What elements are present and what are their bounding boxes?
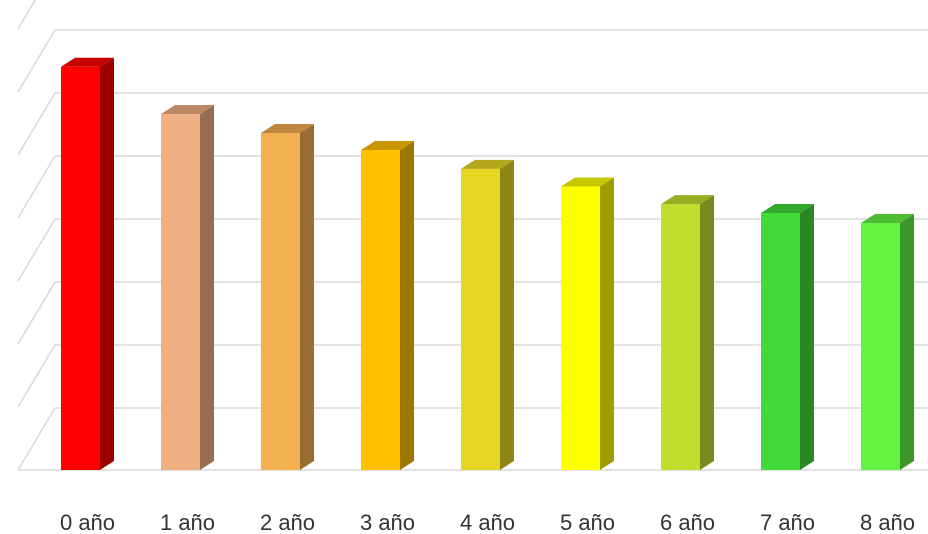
bar-side bbox=[500, 159, 514, 471]
bar-front bbox=[61, 66, 100, 471]
bar bbox=[661, 195, 714, 470]
bar-front bbox=[761, 212, 800, 470]
bar-top bbox=[61, 57, 114, 67]
gridline-side bbox=[17, 155, 56, 219]
x-axis-labels: 0 año 1 año 2 año 3 año 4 año 5 año 6 año 7 año… bbox=[60, 510, 915, 534]
x-tick-label: 1 año bbox=[160, 510, 215, 534]
bar bbox=[261, 123, 314, 470]
gridline-side bbox=[17, 0, 37, 30]
bar-top bbox=[761, 203, 814, 213]
x-tick-label: 8 año bbox=[860, 510, 915, 534]
gridline-side bbox=[17, 281, 56, 345]
bar-top bbox=[661, 195, 714, 205]
x-tick-label: 2 año bbox=[260, 510, 315, 534]
bar-front bbox=[261, 132, 300, 470]
bar-front bbox=[461, 168, 500, 471]
bar bbox=[61, 57, 114, 471]
bar bbox=[861, 214, 914, 470]
bar-top bbox=[861, 214, 914, 224]
bar bbox=[761, 203, 814, 470]
bar-front bbox=[161, 114, 200, 471]
bar-front bbox=[361, 149, 400, 470]
gridline-side bbox=[17, 218, 56, 282]
bar-front bbox=[661, 204, 700, 470]
x-tick-label: 7 año bbox=[760, 510, 815, 534]
bar-top bbox=[361, 140, 414, 150]
bar-side bbox=[900, 214, 914, 470]
bar-side bbox=[400, 140, 414, 470]
x-tick-label: 0 año bbox=[60, 510, 115, 534]
x-tick-label: 4 año bbox=[460, 510, 515, 534]
gridline-side bbox=[17, 344, 56, 408]
bar bbox=[561, 177, 614, 470]
bar-top bbox=[461, 159, 514, 169]
bar bbox=[361, 140, 414, 470]
bar bbox=[461, 159, 514, 471]
gridline-side bbox=[17, 29, 56, 93]
x-tick-label: 3 año bbox=[360, 510, 415, 534]
bar-side bbox=[200, 105, 214, 471]
bar-side bbox=[800, 203, 814, 470]
bar-top bbox=[261, 123, 314, 133]
bars bbox=[61, 57, 914, 471]
gridline-side bbox=[17, 92, 56, 156]
bar-top bbox=[161, 105, 214, 115]
bar-top bbox=[561, 177, 614, 187]
gridline-side bbox=[17, 407, 56, 471]
bar-side bbox=[600, 177, 614, 470]
x-tick-label: 6 año bbox=[660, 510, 715, 534]
bar-side bbox=[700, 195, 714, 470]
bar-front bbox=[861, 223, 900, 470]
bar-side bbox=[100, 57, 114, 471]
bar bbox=[161, 105, 214, 471]
bar-front bbox=[561, 186, 600, 470]
x-tick-label: 5 año bbox=[560, 510, 615, 534]
bar-side bbox=[300, 123, 314, 470]
